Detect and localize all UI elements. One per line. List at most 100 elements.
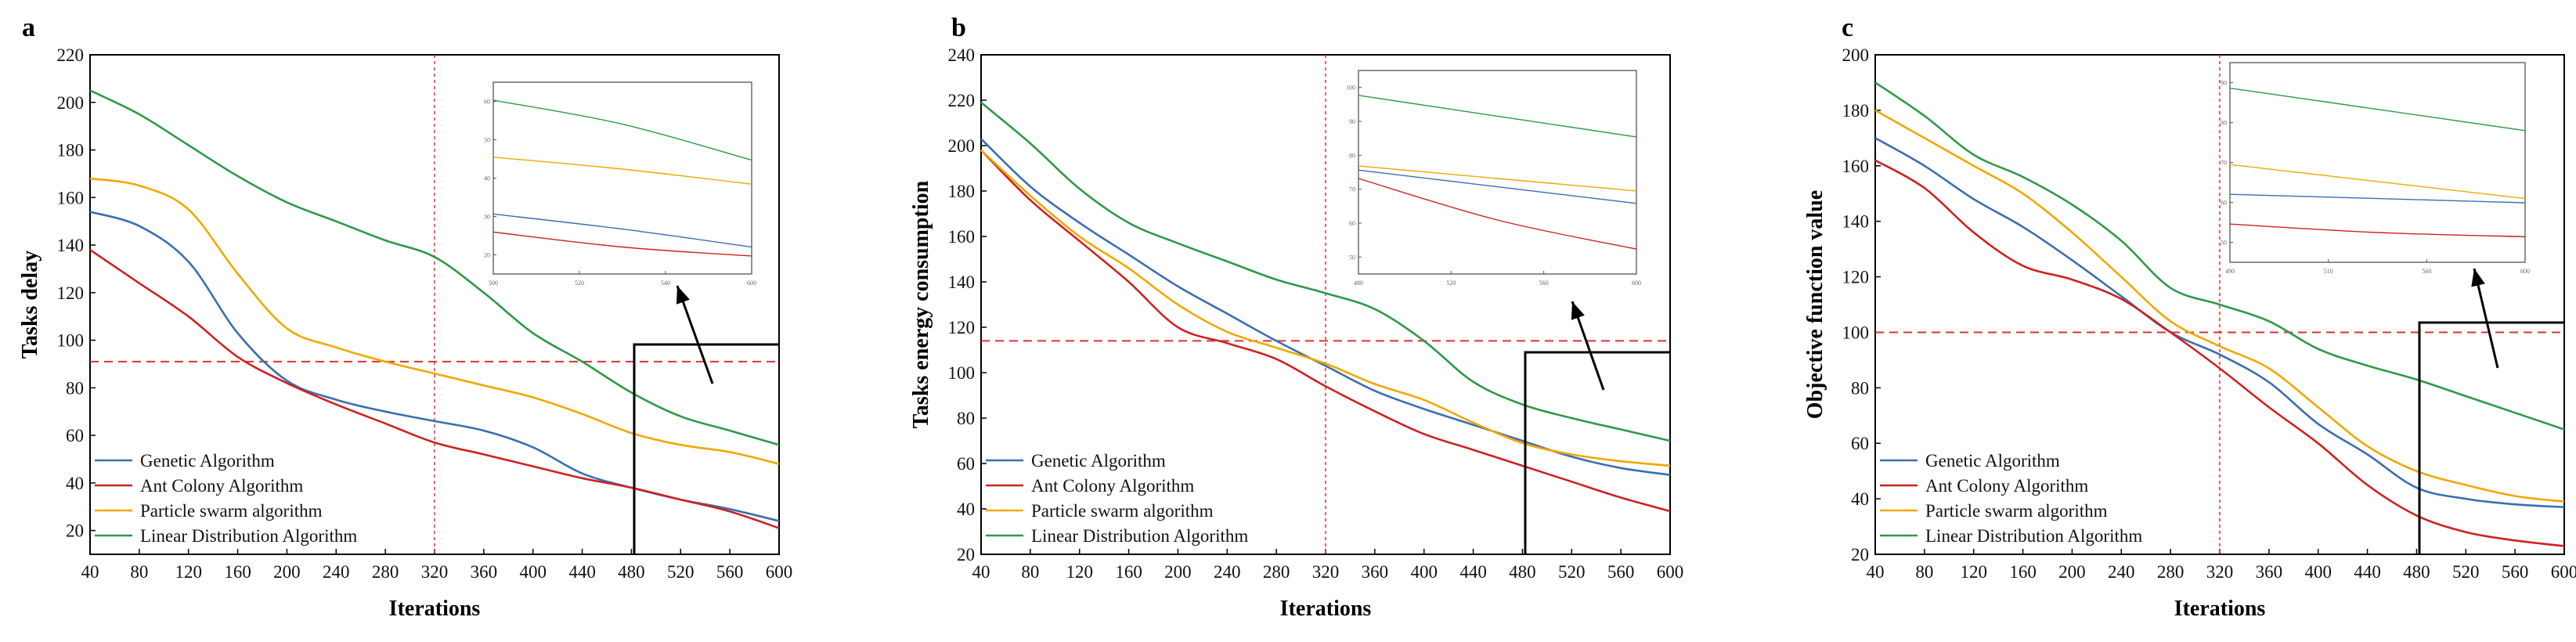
inset-series-line-3 bbox=[2229, 87, 2526, 132]
series-line-0 bbox=[1874, 137, 2565, 508]
x-tick-label: 40 bbox=[972, 562, 990, 582]
y-tick-label: 140 bbox=[948, 272, 976, 292]
y-tick-label: 120 bbox=[948, 318, 976, 337]
x-tick-label: 240 bbox=[2108, 562, 2135, 582]
panel-label: a bbox=[22, 13, 35, 42]
inset-x-tick-label: 540 bbox=[661, 280, 670, 287]
series-line-1 bbox=[1874, 159, 2565, 547]
legend-label: Ant Colony Algorithm bbox=[1925, 476, 2088, 496]
inset-x-tick-label: 520 bbox=[575, 280, 584, 287]
y-tick-label: 160 bbox=[948, 227, 976, 247]
legend: Genetic Algorithm Ant Colony Algorithm Par… bbox=[986, 451, 1248, 546]
y-tick-label: 160 bbox=[1842, 157, 1870, 176]
series-line-2 bbox=[89, 177, 780, 465]
x-tick-label: 440 bbox=[568, 562, 596, 582]
inset-x-tick-label: 600 bbox=[1632, 280, 1641, 287]
inset-series-line-0 bbox=[1358, 169, 1637, 204]
x-tick-label: 240 bbox=[1214, 562, 1241, 582]
x-tick-label: 560 bbox=[716, 562, 744, 582]
x-tick-label: 600 bbox=[766, 562, 793, 582]
inset-y-tick-label: 80 bbox=[2221, 120, 2227, 127]
x-tick-label: 120 bbox=[175, 562, 202, 582]
zoom-box bbox=[633, 343, 779, 554]
y-tick-label: 60 bbox=[66, 426, 84, 445]
y-tick-label: 100 bbox=[1842, 323, 1870, 342]
inset-x-tick-label: 560 bbox=[1539, 280, 1549, 287]
inset-y-tick-label: 50 bbox=[2221, 240, 2227, 247]
x-tick-label: 160 bbox=[1115, 562, 1142, 582]
y-tick-label: 200 bbox=[1842, 45, 1870, 65]
inset-x-tick-label: 480 bbox=[1354, 280, 1363, 287]
inset-x-tick-label: 600 bbox=[747, 280, 756, 287]
legend-label: Genetic Algorithm bbox=[1031, 451, 1166, 471]
y-tick-label: 140 bbox=[57, 236, 85, 255]
legend: Genetic Algorithm Ant Colony Algorithm Par… bbox=[1880, 451, 2142, 546]
x-axis-title: Iterations bbox=[1280, 597, 1372, 621]
panel-label: b bbox=[951, 13, 966, 42]
inset-series-line-2 bbox=[492, 157, 752, 185]
inset-y-tick-label: 60 bbox=[484, 99, 490, 106]
inset-y-tick-label: 70 bbox=[1349, 186, 1355, 193]
chart-panel-b: b 40 80 120 160 200 240 280 320 360 400 440 480 520 56… bbox=[909, 13, 1683, 621]
x-tick-label: 80 bbox=[1021, 562, 1039, 582]
x-tick-label: 360 bbox=[471, 562, 498, 582]
series-line-3 bbox=[89, 89, 780, 446]
y-tick-label: 180 bbox=[57, 141, 85, 160]
inset-x-tick-label: 600 bbox=[2520, 268, 2530, 275]
y-tick-label: 120 bbox=[1842, 268, 1870, 287]
y-axis-title: Tasks energy consumption bbox=[909, 180, 933, 428]
inset-plot: 490 510 560 600 50 60 70 80 90 bbox=[2221, 62, 2530, 275]
y-tick-label: 80 bbox=[1851, 378, 1869, 398]
inset-frame bbox=[1358, 70, 1637, 275]
x-tick-label: 400 bbox=[2304, 562, 2332, 582]
y-tick-label: 100 bbox=[948, 363, 976, 383]
x-tick-label: 320 bbox=[1312, 562, 1340, 582]
y-tick-label: 20 bbox=[66, 521, 84, 541]
x-tick-label: 200 bbox=[2058, 562, 2086, 582]
y-tick-label: 240 bbox=[948, 45, 976, 65]
inset-series-line-3 bbox=[492, 99, 752, 161]
x-tick-label: 280 bbox=[372, 562, 399, 582]
x-tick-label: 280 bbox=[1263, 562, 1290, 582]
legend-label: Genetic Algorithm bbox=[140, 451, 275, 471]
y-tick-label: 220 bbox=[948, 91, 976, 110]
inset-y-tick-label: 100 bbox=[1346, 85, 1355, 92]
x-axis-title: Iterations bbox=[389, 597, 481, 621]
zoom-arrowhead bbox=[1571, 301, 1585, 320]
y-tick-label: 80 bbox=[66, 378, 84, 398]
y-tick-label: 80 bbox=[957, 409, 975, 428]
x-tick-label: 280 bbox=[2157, 562, 2185, 582]
x-tick-label: 320 bbox=[2206, 562, 2234, 582]
series-line-2 bbox=[980, 149, 1671, 467]
inset-y-tick-label: 90 bbox=[1349, 118, 1355, 125]
x-tick-label: 400 bbox=[519, 562, 547, 582]
inset-series-line-1 bbox=[2229, 223, 2526, 238]
y-tick-label: 60 bbox=[1851, 434, 1869, 453]
x-tick-label: 40 bbox=[1867, 562, 1885, 582]
x-tick-label: 520 bbox=[2452, 562, 2480, 582]
x-tick-label: 120 bbox=[1960, 562, 1987, 582]
y-tick-label: 160 bbox=[57, 188, 85, 207]
y-tick-label: 200 bbox=[948, 136, 976, 156]
x-tick-label: 600 bbox=[2551, 562, 2576, 582]
x-tick-label: 40 bbox=[81, 562, 99, 582]
x-axis-title: Iterations bbox=[2174, 597, 2266, 621]
inset-y-tick-label: 90 bbox=[2221, 80, 2227, 87]
zoom-arrowhead bbox=[676, 286, 690, 305]
y-axis-title: Objective function value bbox=[1803, 190, 1827, 419]
inset-series-line-3 bbox=[1358, 95, 1637, 138]
inset-y-tick-label: 30 bbox=[484, 214, 490, 221]
y-tick-label: 140 bbox=[1842, 212, 1870, 232]
inset-x-tick-label: 520 bbox=[1446, 280, 1456, 287]
chart-panel-c: c 40 80 120 160 200 240 280 320 360 400 440 480 520 56… bbox=[1803, 13, 2576, 621]
zoom-arrowhead bbox=[2471, 269, 2485, 287]
y-tick-label: 60 bbox=[957, 454, 975, 474]
legend-label: Ant Colony Algorithm bbox=[140, 476, 303, 496]
series-line-3 bbox=[1874, 81, 2565, 431]
legend-label: Linear Distribution Algorithm bbox=[1925, 526, 2142, 546]
x-tick-label: 440 bbox=[1459, 562, 1487, 582]
panel-label: c bbox=[1842, 13, 1853, 42]
y-tick-label: 220 bbox=[57, 45, 85, 65]
y-tick-label: 40 bbox=[1851, 489, 1869, 509]
